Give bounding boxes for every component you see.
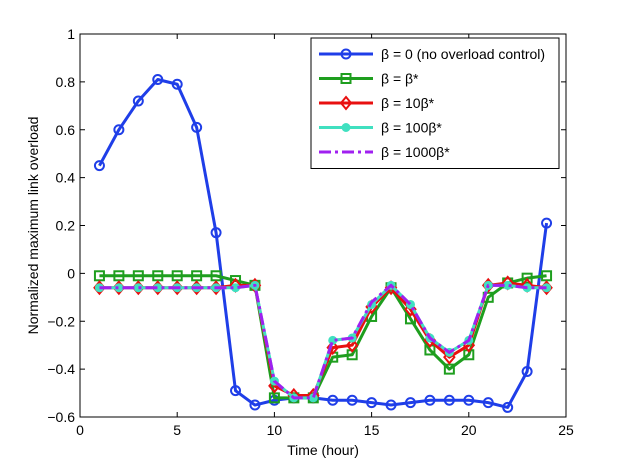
legend-label: β = 100β* bbox=[381, 120, 442, 136]
data-point bbox=[404, 397, 416, 409]
data-point bbox=[366, 397, 378, 409]
legend-entry: β = 100β* bbox=[319, 120, 442, 136]
data-point bbox=[541, 217, 553, 229]
y-tick-label: 0.4 bbox=[56, 170, 76, 186]
y-tick-label: −0.2 bbox=[47, 313, 75, 329]
data-point bbox=[249, 399, 261, 411]
y-tick-label: 0.8 bbox=[56, 74, 76, 90]
x-tick-label: 0 bbox=[76, 422, 84, 438]
data-point bbox=[345, 337, 359, 353]
y-axis-title: Normalized maximum link overload bbox=[25, 117, 41, 335]
data-point bbox=[443, 394, 455, 406]
x-axis-title: Time (hour) bbox=[287, 442, 359, 458]
data-point bbox=[230, 385, 242, 397]
axes: 0 5 10 15 20 25 −0.6 −0.4 −0.2 0 0.2 0.4 0.6 0.8 1 bbox=[47, 26, 574, 438]
series-line bbox=[99, 274, 547, 400]
legend: β = 0 (no overload control) β = β* β = 10β… bbox=[310, 37, 560, 169]
series-line bbox=[99, 283, 547, 400]
data-point bbox=[113, 124, 125, 136]
data-point bbox=[327, 394, 339, 406]
legend-label: β = 0 (no overload control) bbox=[381, 46, 545, 62]
data-point bbox=[521, 366, 533, 378]
legend-swatch-marker bbox=[341, 123, 351, 132]
data-point bbox=[521, 272, 533, 284]
legend-entry: β = 0 (no overload control) bbox=[319, 46, 545, 62]
data-point bbox=[171, 78, 183, 90]
data-point bbox=[346, 394, 358, 406]
data-point bbox=[502, 401, 514, 413]
legend-entry: β = β* bbox=[319, 71, 419, 87]
legend-label: β = 10β* bbox=[381, 95, 435, 111]
data-point bbox=[424, 394, 436, 406]
x-tick-label: 20 bbox=[461, 422, 477, 438]
y-tick-label: 0.2 bbox=[56, 218, 76, 234]
data-point bbox=[132, 95, 144, 107]
series-1 bbox=[93, 73, 553, 413]
series-5 bbox=[99, 283, 547, 400]
data-point bbox=[210, 227, 222, 239]
legend-swatch-marker bbox=[339, 95, 353, 111]
legend-entry: β = 10β* bbox=[319, 95, 435, 111]
data-point bbox=[482, 397, 494, 409]
legend-label: β = 1000β* bbox=[381, 144, 450, 160]
data-point bbox=[385, 399, 397, 411]
data-point bbox=[191, 121, 203, 133]
legend-swatch-marker bbox=[340, 73, 352, 84]
y-tick-label: −0.6 bbox=[47, 409, 75, 425]
y-tick-label: 1 bbox=[67, 26, 75, 42]
x-tick-label: 25 bbox=[558, 422, 574, 438]
legend-swatch-marker bbox=[340, 48, 352, 60]
data-point bbox=[463, 394, 475, 406]
legend-entry: β = 1000β* bbox=[319, 144, 450, 160]
y-tick-label: −0.4 bbox=[47, 361, 75, 377]
x-tick-label: 5 bbox=[173, 422, 181, 438]
x-tick-label: 15 bbox=[364, 422, 380, 438]
y-tick-label: 0.6 bbox=[56, 122, 76, 138]
data-point bbox=[93, 160, 105, 172]
y-tick-label: 0 bbox=[67, 265, 75, 281]
data-point bbox=[152, 73, 164, 85]
plot-area bbox=[93, 73, 553, 413]
series-line bbox=[98, 77, 549, 409]
legend-label: β = β* bbox=[381, 71, 419, 87]
x-tick-label: 10 bbox=[267, 422, 283, 438]
